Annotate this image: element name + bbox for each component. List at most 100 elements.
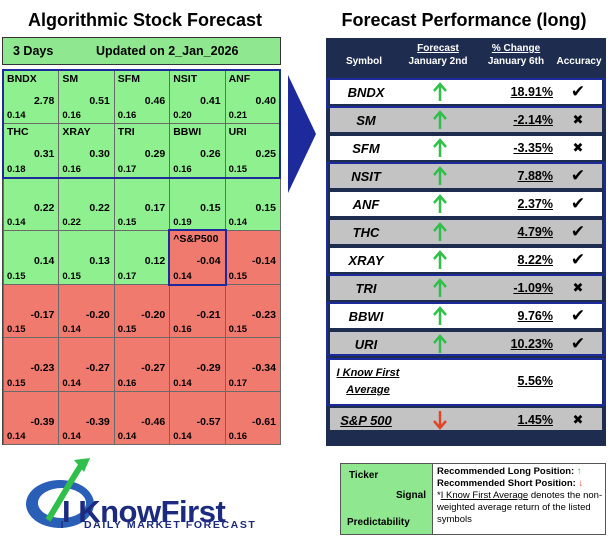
cell-predictability: 0.14 — [7, 430, 26, 442]
cell-predictability: 0.17 — [117, 270, 137, 282]
cell-signal: -0.39 — [85, 415, 110, 428]
average-change: 5.56% — [517, 374, 553, 388]
chevron-arrow-icon — [288, 75, 316, 193]
green-up-arrow-icon — [433, 194, 447, 213]
cell-predictability: 0.18 — [7, 163, 26, 175]
cell-signal: 0.40 — [255, 95, 276, 107]
cell-signal: 0.13 — [89, 255, 110, 268]
cell-signal: -0.04 — [196, 255, 221, 268]
cell-signal: -0.29 — [196, 362, 221, 375]
cell-signal: -0.27 — [141, 362, 166, 375]
performance-row: URI 10.23% ✔ — [330, 332, 602, 356]
cell-signal: -0.39 — [30, 415, 55, 428]
cell-predictability: 0.17 — [228, 377, 248, 389]
row-change: -1.09% — [513, 281, 553, 295]
green-up-arrow-icon — [433, 306, 447, 325]
forecast-cell: 0.22 0.22 — [58, 176, 115, 232]
logo-brand: I KnowFirst — [62, 494, 226, 529]
forecast-cell: ANF 0.40 0.21 — [224, 70, 281, 125]
row-change: 4.79% — [517, 225, 553, 239]
cell-predictability: 0.19 — [173, 217, 192, 229]
forecast-cell: URI 0.25 0.15 — [224, 123, 281, 178]
cell-predictability: 0.16 — [173, 324, 192, 336]
performance-row: ANF 2.37% ✔ — [330, 192, 602, 216]
cell-predictability: 0.20 — [173, 110, 192, 122]
row-change: 10.23% — [510, 337, 553, 351]
row-change: -3.35% — [513, 141, 553, 155]
cell-signal: -0.21 — [196, 308, 221, 321]
legend-text: Recommended Long Position: ↑ Recommended… — [437, 466, 605, 526]
row-symbol: TRI — [355, 281, 377, 296]
cell-signal: -0.34 — [252, 362, 276, 375]
cell-signal: 0.31 — [33, 148, 55, 161]
forecast-cell: 0.15 0.19 — [169, 176, 226, 232]
forecast-cell: -0.39 0.14 — [3, 390, 60, 445]
cell-predictability: 0.22 — [62, 217, 81, 229]
legend-average-term: I Know First Average — [440, 490, 529, 501]
average-label-line1: I Know First — [336, 367, 400, 379]
performance-table: Symbol Forecast January 2nd % Change Jan… — [326, 38, 606, 446]
cell-signal: -0.23 — [252, 308, 276, 321]
legend-average-note: *I Know First Average denotes the non-we… — [437, 490, 603, 525]
legend-long-label: Recommended Long Position: — [437, 466, 575, 477]
row-symbol: URI — [354, 337, 378, 352]
cell-predictability: 0.14 — [173, 377, 192, 389]
cross-mark-icon: ✖ — [572, 280, 584, 295]
forecast-cell: XRAY 0.30 0.16 — [58, 123, 115, 178]
cell-predictability: 0.15 — [228, 163, 248, 175]
cell-signal: 0.15 — [255, 201, 276, 214]
green-up-arrow-icon — [433, 166, 447, 185]
cell-ticker: TRI — [117, 126, 135, 139]
performance-row: BBWI 9.76% ✔ — [330, 304, 602, 328]
cross-mark-icon: ✖ — [572, 112, 584, 127]
legend-long-line: Recommended Long Position: ↑ — [437, 466, 605, 478]
cell-predictability: 0.15 — [7, 377, 26, 389]
col-symbol-header: Symbol — [345, 56, 383, 67]
performance-footer — [330, 430, 602, 446]
legend-ticker: Ticker — [349, 470, 379, 481]
cell-signal: -0.20 — [85, 308, 110, 321]
cell-predictability: 0.16 — [117, 110, 137, 122]
forecast-cell: -0.23 0.15 — [224, 283, 281, 339]
cell-signal: -0.61 — [252, 415, 276, 428]
forecast-cell: TRI 0.29 0.17 — [113, 123, 171, 178]
cell-predictability: 0.14 — [62, 324, 81, 336]
performance-row: XRAY 8.22% ✔ — [330, 248, 602, 272]
forecast-cell: -0.20 0.14 — [58, 283, 115, 339]
forecast-cell: -0.57 0.14 — [169, 390, 226, 445]
cell-signal: 0.26 — [200, 148, 221, 161]
cell-predictability: 0.14 — [228, 217, 248, 229]
green-up-arrow-icon — [433, 250, 447, 269]
svg-text:I: I — [61, 520, 64, 531]
cell-predictability: 0.14 — [62, 430, 81, 442]
forecast-heatmap-grid: BNDX 2.78 0.14 SM 0.51 0.16 SFM 0.46 0.16 NSIT 0.4… — [2, 69, 281, 445]
row-symbol: BBWI — [348, 309, 384, 324]
green-up-arrow-icon — [433, 110, 447, 129]
row-change: 9.76% — [517, 309, 553, 323]
row-change: 7.88% — [517, 169, 553, 183]
cell-ticker: NSIT — [173, 73, 198, 85]
legend-short-line: Recommended Short Position: ↓ — [437, 478, 605, 490]
cell-ticker: BNDX — [7, 73, 37, 85]
cell-predictability: 0.15 — [7, 324, 26, 336]
cell-ticker: SM — [62, 73, 79, 85]
cell-signal: 0.51 — [89, 95, 110, 107]
red-down-arrow-icon — [433, 411, 447, 430]
forecast-cell: -0.27 0.16 — [113, 337, 171, 392]
forecast-cell: 0.14 0.15 — [3, 230, 60, 285]
row-change: 8.22% — [517, 253, 553, 267]
green-up-arrow-icon — [433, 82, 447, 101]
forecast-cell: -0.20 0.15 — [113, 283, 171, 339]
benchmark-change: 1.45% — [517, 413, 553, 427]
check-mark-icon: ✔ — [570, 166, 586, 185]
legend: Ticker Signal Predictability Recommended… — [340, 463, 606, 535]
green-up-arrow-icon — [433, 222, 447, 241]
performance-row: SM -2.14% ✖ — [330, 108, 602, 132]
cell-signal: -0.20 — [141, 308, 166, 321]
check-mark-icon: ✔ — [570, 222, 586, 241]
legend-short-label: Recommended Short Position: — [437, 478, 576, 489]
cell-predictability: 0.16 — [117, 377, 137, 389]
forecast-cell: 0.17 0.15 — [113, 176, 171, 232]
forecast-cell: -0.23 0.15 — [3, 337, 60, 392]
cross-mark-icon: ✖ — [572, 140, 584, 155]
